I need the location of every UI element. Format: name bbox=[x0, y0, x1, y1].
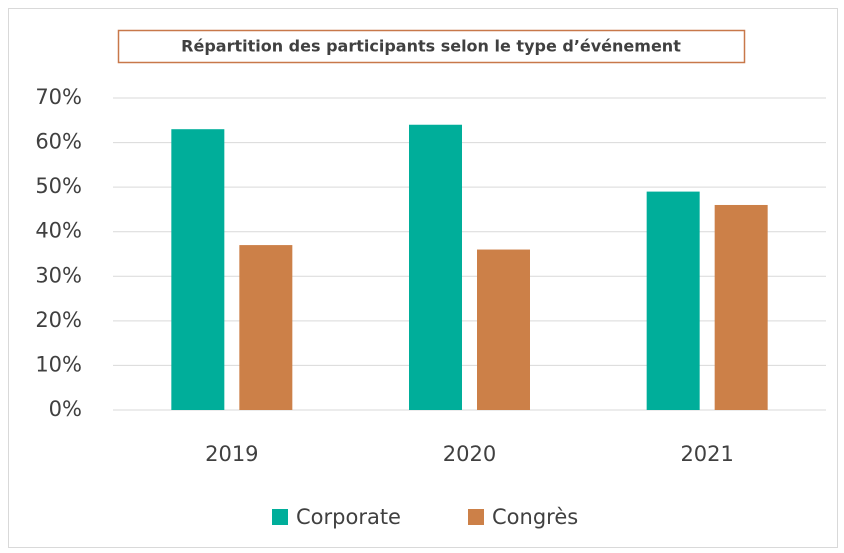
bar bbox=[646, 191, 700, 410]
y-tick-label: 10% bbox=[35, 352, 82, 376]
bar bbox=[239, 245, 293, 410]
bar bbox=[409, 124, 462, 410]
y-tick-label: 40% bbox=[35, 219, 82, 243]
x-tick-label: 2020 bbox=[443, 442, 496, 466]
y-tick-label: 60% bbox=[35, 130, 82, 154]
chart-title: Répartition des participants selon le ty… bbox=[181, 37, 681, 56]
x-tick-label: 2021 bbox=[680, 442, 733, 466]
bar bbox=[171, 129, 225, 410]
bar bbox=[477, 249, 530, 410]
y-tick-label: 50% bbox=[35, 174, 82, 198]
y-tick-label: 0% bbox=[49, 397, 82, 421]
x-tick-label: 2019 bbox=[205, 442, 258, 466]
y-tick-label: 70% bbox=[35, 85, 82, 109]
legend-label: Corporate bbox=[296, 505, 401, 529]
legend-label: Congrès bbox=[492, 505, 578, 529]
legend-swatch bbox=[272, 509, 288, 525]
title-box bbox=[117, 29, 746, 64]
bar bbox=[714, 204, 768, 410]
y-tick-label: 30% bbox=[35, 263, 82, 287]
legend-swatch bbox=[468, 509, 484, 525]
y-tick-label: 20% bbox=[35, 308, 82, 332]
